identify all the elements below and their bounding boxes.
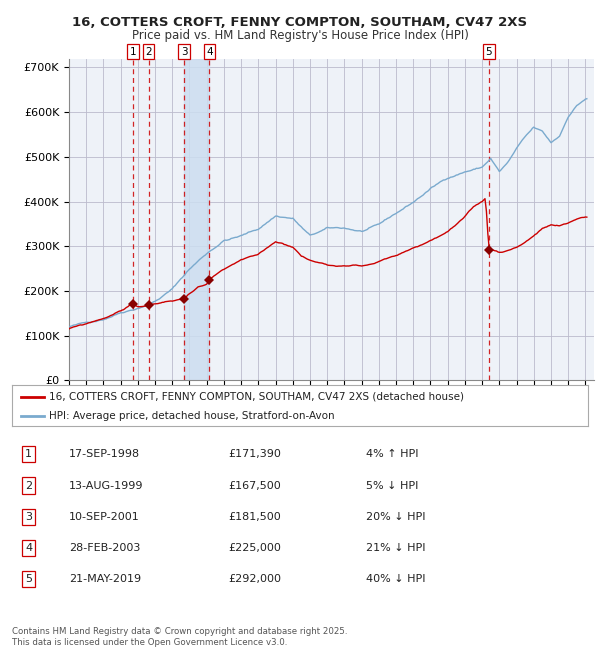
Text: 5: 5 bbox=[485, 47, 492, 57]
Text: £167,500: £167,500 bbox=[228, 480, 281, 491]
Text: 28-FEB-2003: 28-FEB-2003 bbox=[69, 543, 140, 553]
Text: 4: 4 bbox=[25, 543, 32, 553]
Text: Contains HM Land Registry data © Crown copyright and database right 2025.
This d: Contains HM Land Registry data © Crown c… bbox=[12, 627, 347, 647]
Text: 1: 1 bbox=[130, 47, 136, 57]
Text: 2: 2 bbox=[145, 47, 152, 57]
Text: 17-SEP-1998: 17-SEP-1998 bbox=[69, 449, 140, 460]
Text: 3: 3 bbox=[181, 47, 187, 57]
Text: 20% ↓ HPI: 20% ↓ HPI bbox=[366, 512, 425, 522]
Text: 40% ↓ HPI: 40% ↓ HPI bbox=[366, 574, 425, 584]
Text: 3: 3 bbox=[25, 512, 32, 522]
Text: 4: 4 bbox=[206, 47, 213, 57]
Text: Price paid vs. HM Land Registry's House Price Index (HPI): Price paid vs. HM Land Registry's House … bbox=[131, 29, 469, 42]
Text: 5: 5 bbox=[25, 574, 32, 584]
Text: £171,390: £171,390 bbox=[228, 449, 281, 460]
Text: 13-AUG-1999: 13-AUG-1999 bbox=[69, 480, 143, 491]
Bar bbox=[184, 58, 209, 380]
Text: £292,000: £292,000 bbox=[228, 574, 281, 584]
Text: £181,500: £181,500 bbox=[228, 512, 281, 522]
Text: 2: 2 bbox=[25, 480, 32, 491]
Text: 10-SEP-2001: 10-SEP-2001 bbox=[69, 512, 140, 522]
Text: 16, COTTERS CROFT, FENNY COMPTON, SOUTHAM, CV47 2XS: 16, COTTERS CROFT, FENNY COMPTON, SOUTHA… bbox=[73, 16, 527, 29]
Text: 16, COTTERS CROFT, FENNY COMPTON, SOUTHAM, CV47 2XS (detached house): 16, COTTERS CROFT, FENNY COMPTON, SOUTHA… bbox=[49, 392, 464, 402]
Text: £225,000: £225,000 bbox=[228, 543, 281, 553]
Text: 5% ↓ HPI: 5% ↓ HPI bbox=[366, 480, 418, 491]
Text: 1: 1 bbox=[25, 449, 32, 460]
Text: HPI: Average price, detached house, Stratford-on-Avon: HPI: Average price, detached house, Stra… bbox=[49, 411, 335, 421]
Text: 4% ↑ HPI: 4% ↑ HPI bbox=[366, 449, 419, 460]
Text: 21-MAY-2019: 21-MAY-2019 bbox=[69, 574, 141, 584]
Text: 21% ↓ HPI: 21% ↓ HPI bbox=[366, 543, 425, 553]
